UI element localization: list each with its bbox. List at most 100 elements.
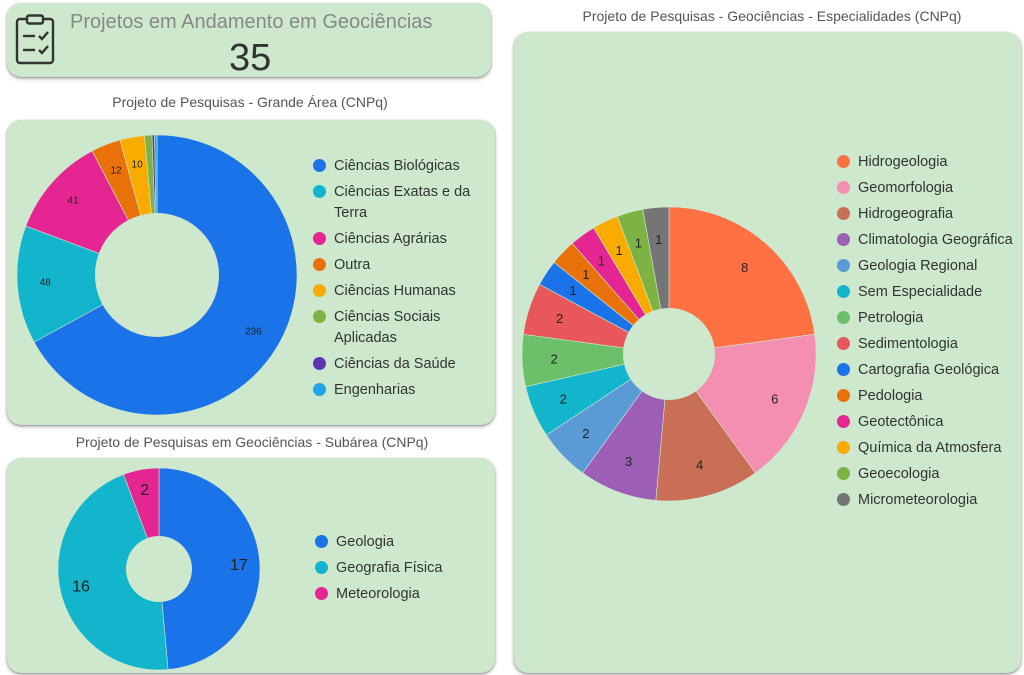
especialidades-legend-item-geotectonica[interactable]: Geotectônica <box>837 412 1017 433</box>
especialidades-legend-label: Pedologia <box>858 388 923 404</box>
grande-area-title: Projeto de Pesquisas - Grande Área (CNPq… <box>112 94 388 110</box>
especialidades-legend-label: Geotectônica <box>858 414 944 430</box>
grande-area-legend-item-ciencias-humanas[interactable]: Ciências Humanas <box>313 281 488 302</box>
grande-area-data-label-ciencias-humanas: 10 <box>132 159 144 170</box>
especialidades-legend-swatch <box>837 363 850 376</box>
especialidades-legend-item-geomorfologia[interactable]: Geomorfologia <box>837 178 1017 199</box>
subarea-slice-geologia[interactable] <box>158 467 261 670</box>
grande-area-legend: Ciências Biológicas Ciências Exatas e da … <box>313 156 488 406</box>
subarea-legend-item-meteorologia[interactable]: Meteorologia <box>315 584 490 605</box>
subarea-donut-hole <box>126 536 192 602</box>
grande-area-legend-swatch <box>313 383 326 396</box>
subarea-data-label-geografia-fisica: 16 <box>72 578 90 595</box>
especialidades-legend-label: Geoecologia <box>858 466 940 482</box>
especialidades-legend-swatch <box>837 415 850 428</box>
grande-area-legend-label: Ciências Humanas <box>334 283 456 299</box>
especialidades-legend-label: Geomorfologia <box>858 180 954 196</box>
especialidades-data-label-sedimentologia: 2 <box>556 311 563 326</box>
especialidades-legend-item-cartografia-geologica[interactable]: Cartografia Geológica <box>837 360 1017 381</box>
subarea-data-label-geologia: 17 <box>230 557 248 574</box>
subarea-chart: 17 16 2 <box>57 467 261 671</box>
especialidades-legend-swatch <box>837 467 850 480</box>
subarea-legend-swatch <box>315 561 328 574</box>
grande-area-chart: 236 48 41 12 10 <box>16 134 298 416</box>
subarea-legend-swatch <box>315 535 328 548</box>
grande-area-legend-swatch <box>313 310 326 323</box>
grande-area-slice-ciencias-exatas-e-da-terra[interactable] <box>16 225 158 343</box>
clipboard-check-icon <box>15 14 55 65</box>
especialidades-legend-label: Geologia Regional <box>858 258 978 274</box>
especialidades-legend-item-hidrogeografia[interactable]: Hidrogeografia <box>837 204 1017 225</box>
grande-area-legend-item-ciencias-agrarias[interactable]: Ciências Agrárias <box>313 229 488 250</box>
especialidades-legend-item-climatologia-geografica[interactable]: Climatologia Geográfica <box>837 230 1017 251</box>
grande-area-legend-item-ciencias-da-saude[interactable]: Ciências da Saúde <box>313 354 488 375</box>
kpi-label: Projetos em Andamento em Geociências <box>70 11 433 33</box>
especialidades-legend-label: Hidrogeografia <box>858 206 954 222</box>
especialidades-data-label-micrometeorologia: 1 <box>655 232 662 247</box>
especialidades-data-label-hidrogeologia: 8 <box>741 260 748 275</box>
especialidades-legend-swatch <box>837 311 850 324</box>
especialidades-data-label-petrologia: 2 <box>550 352 557 367</box>
grande-area-data-label-outra: 12 <box>110 165 122 176</box>
especialidades-legend-swatch <box>837 493 850 506</box>
especialidades-slice-hidrogeologia[interactable] <box>668 206 816 355</box>
especialidades-legend-swatch <box>837 181 850 194</box>
especialidades-data-label-hidrogeografia: 4 <box>696 457 703 472</box>
grande-area-legend-swatch <box>313 185 326 198</box>
especialidades-legend-label: Petrologia <box>858 310 924 326</box>
subarea-legend-swatch <box>315 587 328 600</box>
especialidades-legend-swatch <box>837 337 850 350</box>
especialidades-legend-label: Química da Atmosfera <box>858 440 1002 456</box>
especialidades-legend-label: Cartografia Geológica <box>858 362 1000 378</box>
grande-area-legend-swatch <box>313 232 326 245</box>
especialidades-legend-swatch <box>837 389 850 402</box>
especialidades-legend-item-hidrogeologia[interactable]: Hidrogeologia <box>837 152 1017 173</box>
especialidades-data-label-geologia-regional: 2 <box>582 426 589 441</box>
especialidades-legend-item-sem-especialidade[interactable]: Sem Especialidade <box>837 282 1017 303</box>
especialidades-legend-label: Climatologia Geográfica <box>858 232 1013 248</box>
kpi-card: Projetos em Andamento em Geociências 35 <box>7 3 491 79</box>
especialidades-data-label-quimica-da-atmosfera: 1 <box>615 243 622 258</box>
grande-area-legend-swatch <box>313 258 326 271</box>
especialidades-legend-swatch <box>837 259 850 272</box>
grande-area-data-label-ciencias-biologicas: 236 <box>245 327 262 338</box>
grande-area-legend-item-ciencias-biologicas[interactable]: Ciências Biológicas <box>313 156 488 177</box>
grande-area-legend-label: Ciências Exatas e da Terra <box>334 184 471 221</box>
grande-area-legend-item-outra[interactable]: Outra <box>313 255 488 276</box>
especialidades-data-label-cartografia-geologica: 1 <box>569 283 576 298</box>
grande-area-legend-item-ciencias-sociais-aplicadas[interactable]: Ciências Sociais Aplicadas <box>313 307 488 349</box>
subarea-title: Projeto de Pesquisas em Geociências - Su… <box>75 434 429 450</box>
grande-area-legend-item-engenharias[interactable]: Engenharias <box>313 380 488 401</box>
grande-area-legend-label: Ciências Agrárias <box>334 231 447 247</box>
subarea-legend-label: Geologia <box>336 534 395 550</box>
especialidades-legend-item-petrologia[interactable]: Petrologia <box>837 308 1017 329</box>
especialidades-legend-swatch <box>837 207 850 220</box>
especialidades-legend-item-pedologia[interactable]: Pedologia <box>837 386 1017 407</box>
especialidades-legend-item-geologia-regional[interactable]: Geologia Regional <box>837 256 1017 277</box>
grande-area-legend-label: Outra <box>334 257 371 273</box>
especialidades-donut-hole <box>623 308 715 400</box>
especialidades-data-label-geotectonica: 1 <box>598 254 605 269</box>
especialidades-data-label-climatologia-geografica: 3 <box>625 454 632 469</box>
subarea-card: 17 16 2 Geologia Geografia Física Meteorolog… <box>7 458 495 673</box>
especialidades-legend-item-quimica-da-atmosfera[interactable]: Química da Atmosfera <box>837 438 1017 459</box>
especialidades-legend-item-sedimentologia[interactable]: Sedimentologia <box>837 334 1017 355</box>
grande-area-legend-item-ciencias-exatas-e-da-terra[interactable]: Ciências Exatas e da Terra <box>313 182 488 224</box>
grande-area-donut-hole <box>95 213 219 337</box>
especialidades-legend-label: Hidrogeologia <box>858 154 948 170</box>
especialidades-data-label-geomorfologia: 6 <box>771 392 778 407</box>
grande-area-data-label-ciencias-agrarias: 41 <box>67 195 79 206</box>
grande-area-legend-label: Ciências da Saúde <box>334 356 456 372</box>
especialidades-legend-item-geoecologia[interactable]: Geoecologia <box>837 464 1017 485</box>
especialidades-data-label-pedologia: 1 <box>582 267 589 282</box>
especialidades-legend-item-micrometeorologia[interactable]: Micrometeorologia <box>837 490 1017 511</box>
subarea-legend-label: Geografia Física <box>336 560 443 576</box>
subarea-legend-item-geografia-fisica[interactable]: Geografia Física <box>315 558 490 579</box>
especialidades-title: Projeto de Pesquisas - Geociências - Esp… <box>582 8 962 24</box>
subarea-legend-item-geologia[interactable]: Geologia <box>315 532 490 553</box>
grande-area-legend-swatch <box>313 357 326 370</box>
subarea-legend: Geologia Geografia Física Meteorologia <box>315 532 490 610</box>
subarea-slice-geografia-fisica[interactable] <box>57 474 169 671</box>
